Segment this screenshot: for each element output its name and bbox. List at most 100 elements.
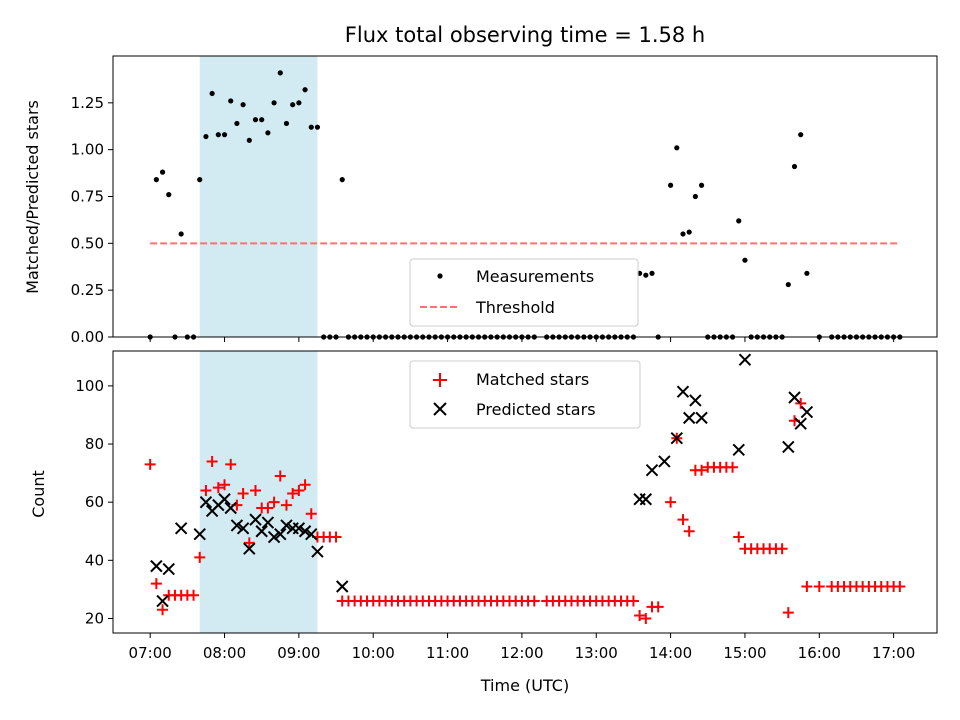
bottom-y-tick-label: 100 (75, 377, 104, 395)
top-point (265, 130, 271, 136)
bottom-point (676, 385, 690, 398)
bottom-point (193, 527, 206, 541)
bottom-point (695, 411, 708, 425)
legend-predicted-label: Predicted stars (476, 400, 596, 419)
top-y-tick-label: 1.25 (71, 94, 104, 112)
bottom-point (683, 525, 695, 537)
bottom-point (255, 525, 268, 538)
bottom-point (199, 495, 213, 509)
bottom-point (298, 525, 312, 538)
top-point (667, 182, 674, 188)
bottom-x-tick-label: 17:00 (872, 644, 915, 662)
bottom-x-tick-label: 07:00 (129, 644, 172, 662)
bottom-point (200, 485, 212, 497)
bottom-point (640, 612, 652, 624)
top-point (302, 87, 308, 93)
bottom-point (696, 464, 708, 476)
top-point (159, 169, 166, 175)
bottom-point (732, 443, 745, 457)
bottom-point (219, 479, 231, 491)
bottom-point (305, 527, 318, 541)
top-point (785, 281, 791, 288)
bottom-point (658, 455, 671, 468)
bottom-point (206, 455, 218, 467)
bottom-point (280, 519, 293, 532)
top-point (259, 117, 265, 123)
bottom-point (188, 589, 200, 601)
bottom-point (677, 514, 689, 526)
bottom-point (336, 580, 349, 593)
top-point (314, 124, 321, 130)
bottom-y-axis-label: Count (29, 470, 48, 518)
bottom-point (194, 551, 206, 563)
bottom-point (261, 516, 275, 529)
bottom-point (144, 458, 156, 470)
top-point (234, 120, 240, 127)
bottom-x-tick-label: 08:00 (203, 644, 246, 662)
bottom-point (293, 485, 305, 497)
bottom-point (225, 458, 237, 470)
bottom-point (274, 470, 286, 482)
bottom-point (157, 604, 169, 616)
legend-measurements-marker (437, 273, 443, 279)
top-point (283, 120, 290, 127)
bottom-axes-frame (112, 350, 938, 634)
top-point (277, 70, 283, 76)
legend-matched-marker (433, 373, 447, 387)
top-point (178, 231, 184, 237)
top-point (221, 132, 228, 138)
top-y-tick-label: 0.00 (71, 328, 104, 346)
bottom-point (634, 610, 646, 622)
legend-top-frame (409, 258, 639, 327)
bottom-point (727, 461, 739, 473)
x-axis-label: Time (UTC) (480, 676, 569, 695)
top-y-axis-label: Matched/Predicted stars (23, 100, 42, 294)
bottom-point (645, 463, 659, 477)
legend-bottom: Matched stars Predicted stars (409, 360, 641, 429)
bottom-point (738, 353, 752, 366)
bottom-point (782, 440, 795, 454)
legend-threshold-label: Threshold (475, 298, 555, 317)
bottom-point (795, 397, 807, 409)
bottom-plot-area: 20 40 60 80 100 07:00 08:00 09:00 10:00 11:00 12:0… (75, 350, 938, 662)
bottom-point (268, 496, 280, 508)
bottom-y-tick-label: 40 (85, 551, 104, 569)
bottom-point (689, 394, 702, 407)
bottom-point (776, 543, 788, 555)
top-point (698, 182, 705, 188)
bottom-point (287, 487, 299, 499)
bottom-x-tick-label: 09:00 (277, 644, 320, 662)
bottom-x-tick-label: 12:00 (500, 644, 543, 662)
chart-title: Flux total observing time = 1.58 h (345, 23, 705, 47)
bottom-point (670, 432, 683, 445)
bottom-point (262, 502, 274, 514)
bottom-x-tick-label: 14:00 (649, 644, 692, 662)
bottom-point (894, 580, 906, 592)
bottom-point (218, 493, 231, 506)
bottom-point (150, 559, 163, 573)
bottom-point (330, 531, 342, 543)
bottom-point (236, 522, 250, 535)
bottom-point (280, 499, 292, 511)
top-y-tick-label: 0.25 (71, 281, 104, 299)
bottom-point (274, 527, 287, 541)
bottom-point (801, 580, 813, 592)
bottom-point (150, 578, 162, 590)
top-axes-frame (112, 55, 938, 338)
bottom-x-tick-label: 15:00 (723, 644, 766, 662)
top-point (203, 133, 209, 140)
bottom-point (311, 545, 324, 558)
top-point (166, 192, 172, 198)
top-point (791, 163, 798, 170)
bottom-point (224, 501, 237, 515)
top-point (686, 229, 692, 235)
bottom-point (249, 513, 262, 526)
bottom-point (162, 562, 175, 576)
bottom-point (299, 479, 311, 491)
bottom-point (305, 508, 317, 520)
bottom-point (292, 522, 306, 535)
legend-top: Measurements Threshold (409, 258, 639, 327)
legend-matched-label: Matched stars (476, 370, 589, 389)
legend-measurements-label: Measurements (476, 267, 594, 286)
